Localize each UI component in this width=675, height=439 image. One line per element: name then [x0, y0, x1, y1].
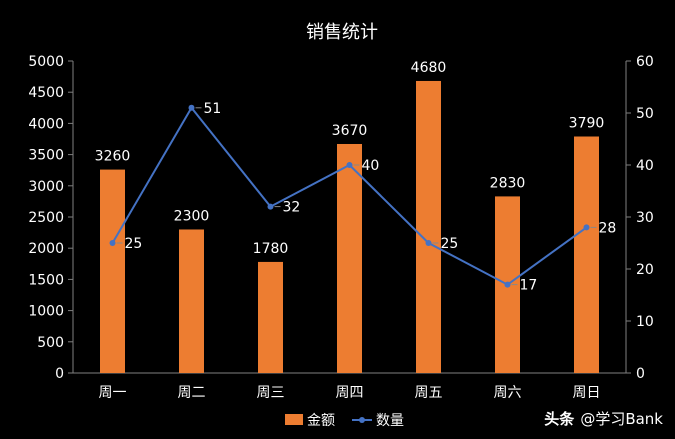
y-left-tick-label: 2000 — [28, 241, 64, 257]
y-left-tick-label: 3000 — [28, 179, 64, 195]
x-tick-label: 周一 — [99, 385, 127, 401]
legend-swatch-marker — [359, 417, 365, 423]
line-point — [188, 104, 195, 111]
watermark-handle: @学习Bank — [580, 410, 663, 428]
line-point — [267, 203, 274, 210]
legend: 金额 数量 — [285, 413, 404, 429]
bars-group: 3260 2300 1780 3670 4680 2830 3790 — [95, 60, 605, 373]
x-tick-label: 周五 — [415, 385, 443, 401]
bar-data-label: 3670 — [332, 123, 368, 139]
watermark: 头条 @学习Bank — [544, 408, 663, 429]
x-tick-label: 周日 — [573, 385, 601, 401]
bar-data-label: 2830 — [490, 175, 526, 191]
y-left-tick-label: 4000 — [28, 116, 64, 132]
y-right-tick-label: 60 — [636, 54, 654, 70]
chart-title: 销售统计 — [306, 22, 378, 43]
bar-data-label: 2300 — [174, 208, 210, 224]
bar — [258, 261, 283, 373]
bar — [179, 229, 204, 373]
y-right-tick-label: 40 — [636, 158, 654, 174]
y-left-tick-label: 5000 — [28, 54, 64, 70]
y-right-tick-label: 50 — [636, 106, 654, 122]
y-right-tick-label: 10 — [636, 314, 654, 330]
y-left-tick-label: 3500 — [28, 148, 64, 164]
line-data-label: 25 — [441, 236, 459, 252]
legend-label-bar: 金额 — [307, 413, 335, 429]
legend-label-line: 数量 — [376, 413, 404, 429]
axes: 0500100015002000250030003500400045005000… — [28, 54, 653, 401]
line-point — [583, 224, 590, 231]
bar — [574, 136, 599, 373]
x-tick-label: 周六 — [494, 385, 522, 401]
line-group: 25 51 32 40 25 17 28 — [109, 101, 617, 294]
bar-data-label: 3260 — [95, 149, 131, 165]
bar — [100, 169, 125, 373]
y-left-tick-label: 500 — [37, 335, 64, 351]
bar-data-label: 4680 — [411, 60, 447, 76]
line-data-label: 17 — [520, 278, 538, 294]
bar-data-label: 3790 — [569, 116, 605, 132]
y-left-tick-label: 2500 — [28, 210, 64, 226]
y-right-tick-label: 30 — [636, 210, 654, 226]
line-point — [346, 162, 353, 168]
line-data-label: 28 — [599, 220, 617, 236]
y-left-tick-label: 0 — [55, 366, 64, 382]
x-tick-label: 周三 — [257, 385, 285, 401]
y-left-tick-label: 4500 — [28, 85, 64, 101]
bar — [416, 80, 441, 373]
legend-swatch-bar — [285, 414, 303, 425]
y-right-tick-label: 20 — [636, 262, 654, 278]
line-data-label: 25 — [125, 236, 143, 252]
watermark-brand: 头条 — [544, 410, 575, 428]
x-tick-label: 周四 — [336, 385, 364, 401]
bar-data-label: 1780 — [253, 241, 289, 257]
line-data-label: 40 — [362, 158, 380, 174]
y-left-tick-label: 1000 — [28, 304, 64, 320]
line-point — [425, 240, 432, 246]
line-data-label: 32 — [283, 200, 301, 216]
line-data-label: 51 — [204, 101, 222, 117]
line-point — [109, 240, 116, 246]
y-left-tick-label: 1500 — [28, 272, 64, 288]
line-point — [504, 281, 511, 288]
y-right-tick-label: 0 — [636, 366, 645, 382]
bar — [337, 143, 362, 373]
x-tick-label: 周二 — [178, 385, 206, 401]
